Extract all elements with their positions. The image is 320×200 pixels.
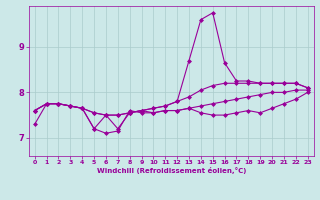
X-axis label: Windchill (Refroidissement éolien,°C): Windchill (Refroidissement éolien,°C): [97, 167, 246, 174]
